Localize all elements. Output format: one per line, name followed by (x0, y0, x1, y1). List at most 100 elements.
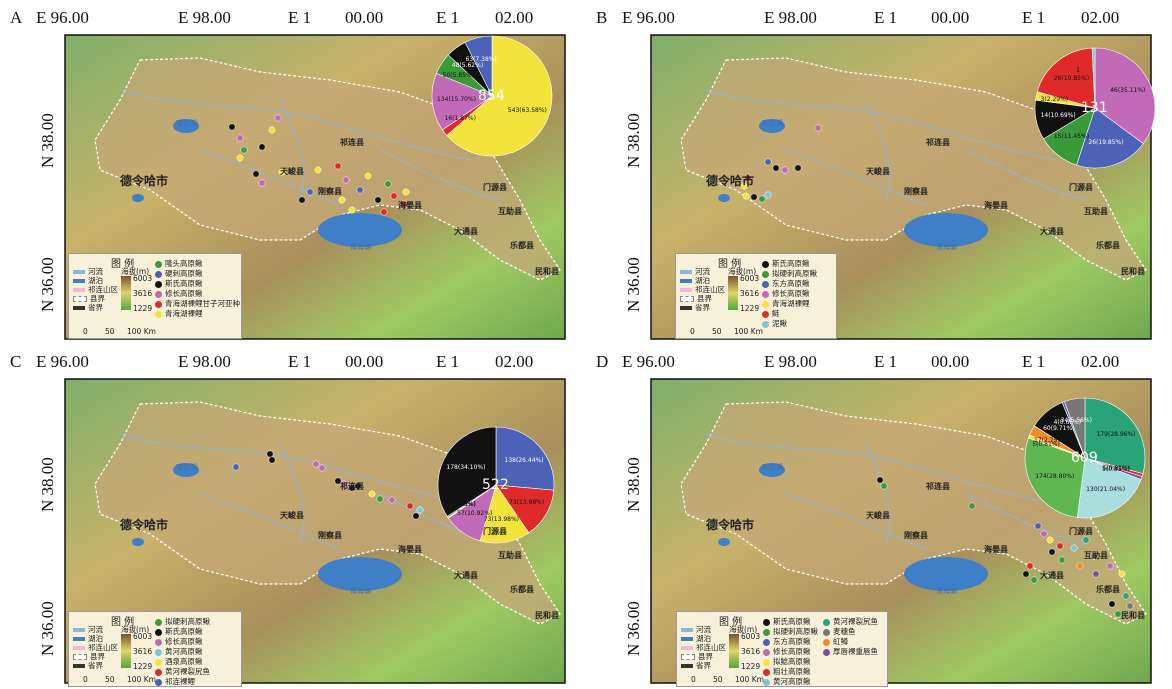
place-label: 互助县 (498, 207, 522, 216)
sampling-point (342, 176, 350, 184)
pie-slice-label: 73(13.98%) (483, 516, 520, 524)
river-line (965, 149, 1087, 201)
place-label: 青海湖 (936, 587, 957, 595)
pie-slice-label: 174(28.80%) (1035, 473, 1075, 481)
elevation-title: 海拔(m) (729, 625, 758, 634)
species-legend-item: 修长高原鳅 (763, 646, 811, 657)
place-label: 哈拉湖 (176, 463, 197, 471)
sampling-point (278, 168, 286, 176)
sampling-point (228, 123, 236, 131)
qinghai-lake (904, 213, 988, 247)
qinghai-lake (904, 557, 988, 591)
place-label: 天峻县 (280, 167, 304, 176)
legend-item: 县界 (681, 651, 713, 662)
pie-slice-label: 3(2.29%) (1040, 96, 1069, 104)
place-label: 青海湖 (350, 243, 371, 251)
sampling-point (968, 502, 976, 510)
place-label: 德令哈市 (120, 518, 169, 532)
pie-total: 131 (1081, 100, 1108, 116)
species-dot (155, 310, 162, 318)
sampling-point (1026, 562, 1034, 570)
pie-slice-label: 16(1.87%) (444, 114, 476, 122)
sampling-point (232, 463, 240, 471)
place-label: 海晏县 (984, 545, 1008, 554)
qilian-region (94, 401, 561, 625)
sampling-point (764, 158, 772, 166)
place-label: 海晏县 (398, 545, 422, 554)
map-panel-D: 179(28.96%) 5(0.81%) 5(0.81%) 130(21.04%) 17… (586, 344, 1172, 688)
scale-label: 0 (83, 327, 88, 336)
panel-label: B (596, 8, 608, 27)
place-label: 互助县 (1084, 551, 1108, 560)
pie-slice (1084, 397, 1146, 475)
pie-total: 522 (482, 477, 509, 493)
species-dot (763, 658, 770, 666)
sampling-point (274, 114, 282, 122)
legend-item: 湖泊 (680, 275, 710, 286)
sampling-point (1048, 548, 1056, 556)
place-label: 大通县 (454, 571, 478, 580)
elevation-title: 海拔(m) (121, 267, 150, 276)
sampling-point (742, 192, 750, 200)
legend-swatch (681, 628, 693, 632)
sampling-point (240, 146, 248, 154)
species-dot (823, 638, 830, 646)
river-line (865, 99, 891, 201)
sampling-point (312, 460, 320, 468)
species-legend-item: 青海湖裸鲤 (762, 298, 810, 309)
elevation-value: 1229 (741, 662, 761, 671)
map-svg (64, 378, 566, 684)
longitude-label: E 98.00 (178, 8, 231, 27)
legend-swatch (73, 306, 85, 310)
species-dot (762, 260, 769, 268)
species-dot (763, 648, 770, 656)
longitude-label: 00.00 (345, 8, 384, 27)
place-label: 德令哈市 (706, 518, 755, 532)
place-label: 门源县 (483, 183, 507, 192)
scale-label: 50 (105, 675, 115, 684)
species-legend-item: 斯氏高原鳅 (762, 258, 810, 269)
pie-slice (1076, 107, 1144, 169)
sampling-point (1030, 576, 1038, 584)
species-dot (763, 638, 770, 646)
sampling-point (268, 126, 276, 134)
sampling-point (298, 196, 306, 204)
map-svg (650, 34, 1156, 340)
legend-swatch (680, 270, 692, 274)
sampling-point (1058, 556, 1066, 564)
sampling-point (406, 502, 414, 510)
latitude-label: N 36.00 (624, 601, 643, 656)
sampling-point (1034, 522, 1042, 530)
longitude-label: 02.00 (1081, 8, 1120, 27)
pie-slice-label: 1 (1076, 66, 1080, 74)
sampling-point (348, 206, 356, 214)
place-label: 门源县 (483, 527, 507, 536)
sampling-point (1082, 536, 1090, 544)
sampling-point (1114, 610, 1122, 618)
longitude-label: 02.00 (1081, 352, 1120, 371)
pie-total: 609 (1071, 450, 1098, 466)
legend-swatch (680, 306, 692, 310)
sampling-point (1040, 530, 1048, 538)
sampling-point (374, 196, 382, 204)
sampling-point (750, 193, 758, 201)
sampling-point (876, 476, 884, 484)
legend-item: 县界 (680, 293, 712, 304)
sampling-point (794, 164, 802, 172)
qilian-region (680, 57, 1147, 281)
map-legend: 图 例河流 湖泊 祁连山区 县界 省界 海拔(m) 6003 3616 1229 0 50 100 K… (675, 253, 837, 339)
species-dot (155, 618, 162, 626)
species-legend-item: 东方高原鳅 (762, 278, 810, 289)
elevation-bar (121, 276, 131, 310)
legend-item: 省界 (73, 660, 103, 671)
species-dot (155, 668, 162, 676)
legend-item: 河流 (73, 266, 103, 277)
pie-slice-label: 60(9.71%) (1043, 425, 1075, 433)
sampling-point (384, 180, 392, 188)
legend-item: 县界 (73, 651, 105, 662)
sampling-point (1092, 570, 1100, 578)
species-legend-item: 修长高原鳅 (155, 636, 203, 647)
sampling-point (1108, 600, 1116, 608)
species-dot (762, 320, 769, 328)
sampling-point (356, 186, 364, 194)
